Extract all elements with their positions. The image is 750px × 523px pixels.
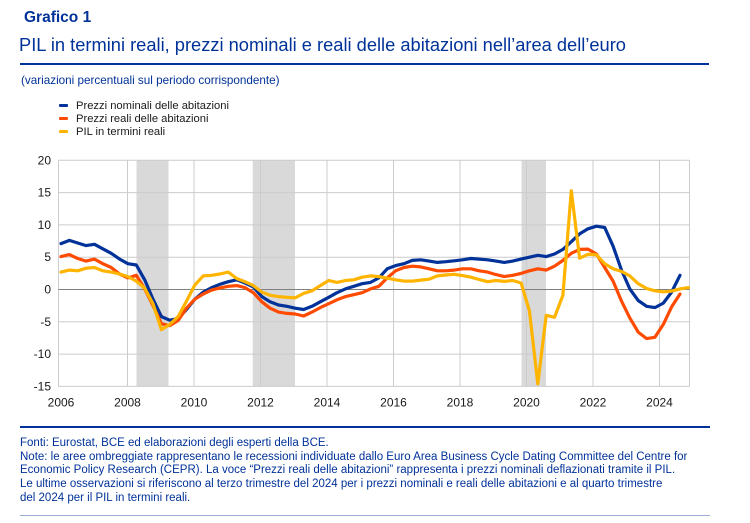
svg-text:-10: -10: [34, 347, 52, 361]
svg-text:2012: 2012: [247, 396, 274, 410]
svg-text:5: 5: [44, 250, 51, 264]
svg-text:2010: 2010: [181, 396, 208, 410]
svg-text:-15: -15: [34, 379, 52, 393]
svg-text:15: 15: [38, 186, 52, 200]
svg-text:10: 10: [38, 218, 52, 232]
svg-text:2024: 2024: [646, 396, 673, 410]
svg-text:2006: 2006: [48, 396, 75, 410]
svg-text:0: 0: [44, 283, 51, 297]
svg-text:2022: 2022: [580, 396, 607, 410]
svg-text:-5: -5: [40, 315, 51, 329]
svg-text:2008: 2008: [114, 396, 141, 410]
svg-text:2020: 2020: [513, 396, 540, 410]
svg-text:2018: 2018: [447, 396, 474, 410]
svg-text:20: 20: [38, 153, 52, 167]
svg-text:2016: 2016: [380, 396, 407, 410]
svg-text:2014: 2014: [314, 396, 341, 410]
